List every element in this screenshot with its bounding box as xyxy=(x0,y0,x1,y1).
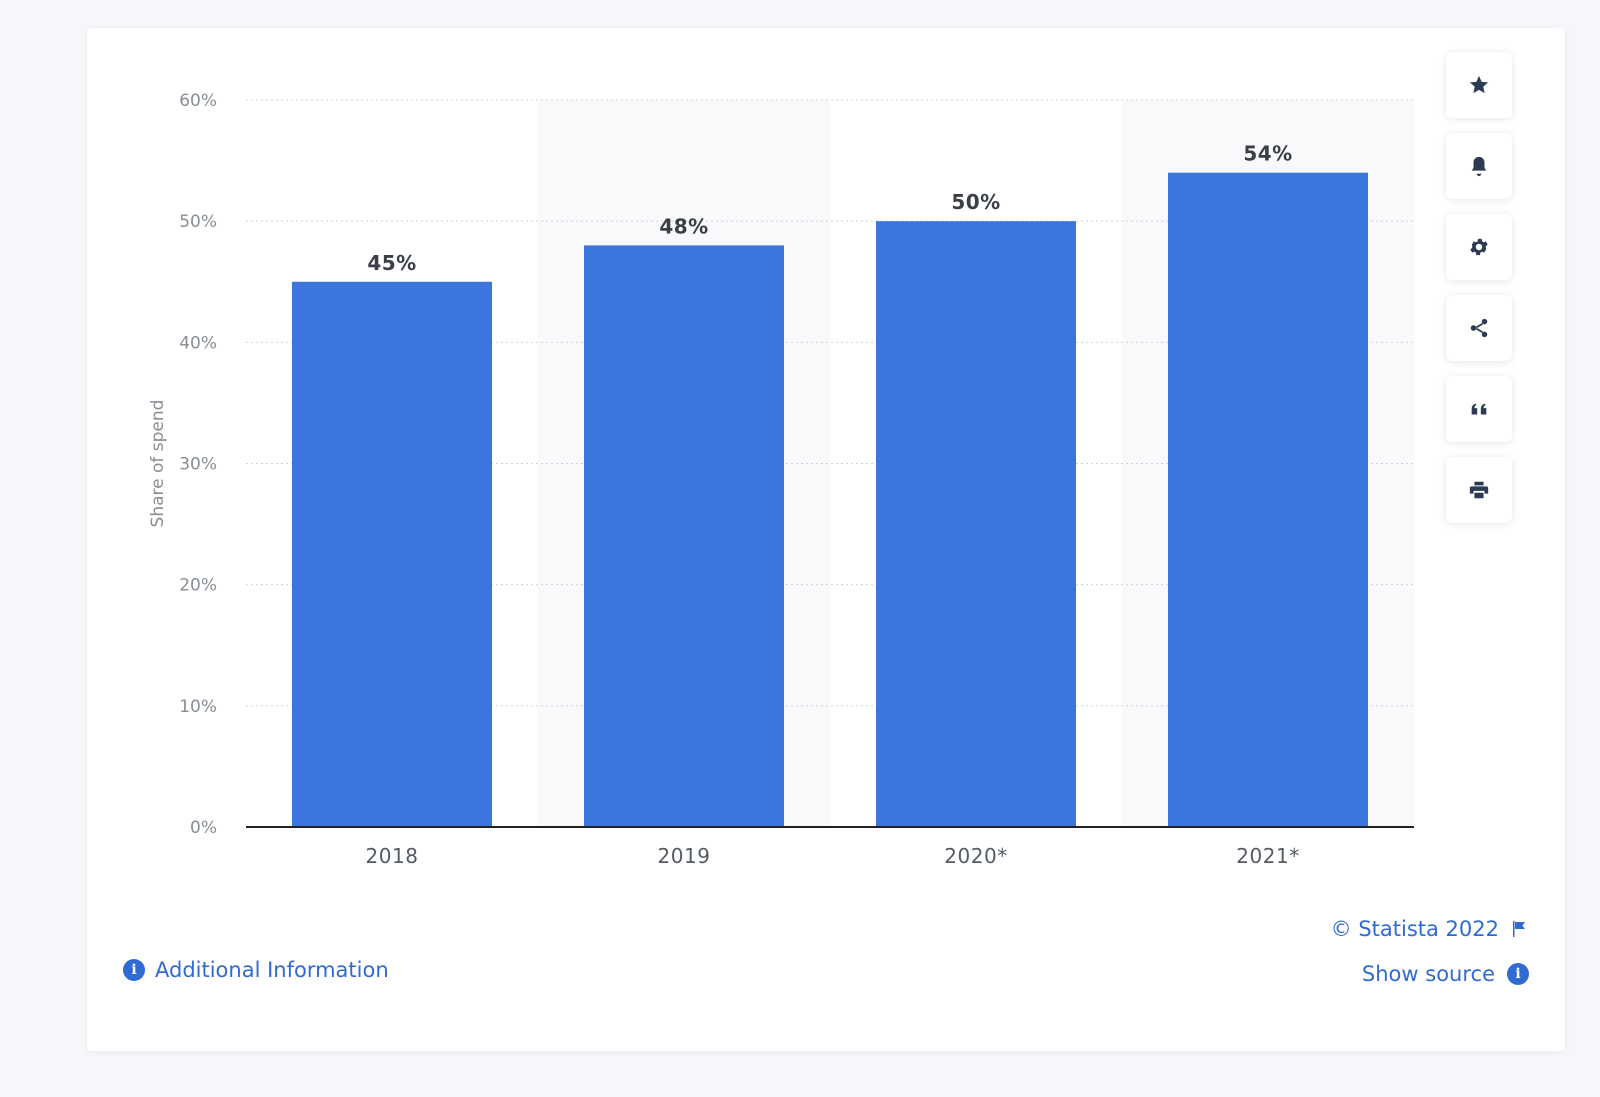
data-label: 54% xyxy=(1243,142,1292,166)
copyright-link[interactable]: © Statista 2022 xyxy=(1331,917,1527,941)
y-tick-label: 60% xyxy=(179,91,217,111)
show-source-label: Show source xyxy=(1361,962,1495,986)
share-button[interactable] xyxy=(1446,295,1512,361)
x-tick-label: 2018 xyxy=(366,844,419,868)
bar xyxy=(584,245,784,827)
y-tick-label: 50% xyxy=(179,212,217,232)
star-icon xyxy=(1469,75,1489,94)
y-tick-label: 30% xyxy=(179,455,217,475)
data-label: 48% xyxy=(659,214,708,238)
gear-icon xyxy=(1470,238,1488,256)
favorite-button[interactable] xyxy=(1446,52,1512,118)
data-label: 50% xyxy=(951,190,1000,214)
quote-icon xyxy=(1471,403,1487,415)
chart-card: 0% 10% 20% 30% 40% 50% 60% 45% 2018 48% 2019 50% 202… xyxy=(87,28,1565,1051)
info-icon: i xyxy=(1507,963,1529,985)
bar xyxy=(876,221,1076,827)
info-icon: i xyxy=(123,959,145,981)
x-tick-label: 2021* xyxy=(1236,844,1299,868)
flag-icon xyxy=(1513,921,1525,937)
show-source-link[interactable]: Show source i xyxy=(1362,962,1529,986)
chart-toolbar xyxy=(1446,52,1512,538)
notification-button[interactable] xyxy=(1446,133,1512,199)
bar xyxy=(292,281,492,827)
additional-information-label: Additional Information xyxy=(155,958,389,982)
print-icon xyxy=(1469,481,1489,499)
y-tick-label: 40% xyxy=(179,333,217,353)
y-tick-label: 20% xyxy=(179,576,217,596)
share-icon xyxy=(1470,318,1488,338)
settings-button[interactable] xyxy=(1446,214,1512,280)
print-button[interactable] xyxy=(1446,457,1512,523)
y-axis-label: Share of spend xyxy=(148,400,168,528)
bar xyxy=(1168,172,1368,827)
additional-information-link[interactable]: i Additional Information xyxy=(123,958,389,982)
bell-icon xyxy=(1471,156,1487,177)
x-tick-label: 2020* xyxy=(944,844,1007,868)
y-tick-label: 10% xyxy=(179,697,217,717)
bar-chart: 0% 10% 20% 30% 40% 50% 60% 45% 2018 48% 2019 50% 202… xyxy=(148,91,1414,868)
x-tick-label: 2019 xyxy=(658,844,711,868)
copyright-label: © Statista 2022 xyxy=(1330,917,1499,941)
y-tick-label: 0% xyxy=(190,818,217,838)
cite-button[interactable] xyxy=(1446,376,1512,442)
data-label: 45% xyxy=(367,251,416,275)
